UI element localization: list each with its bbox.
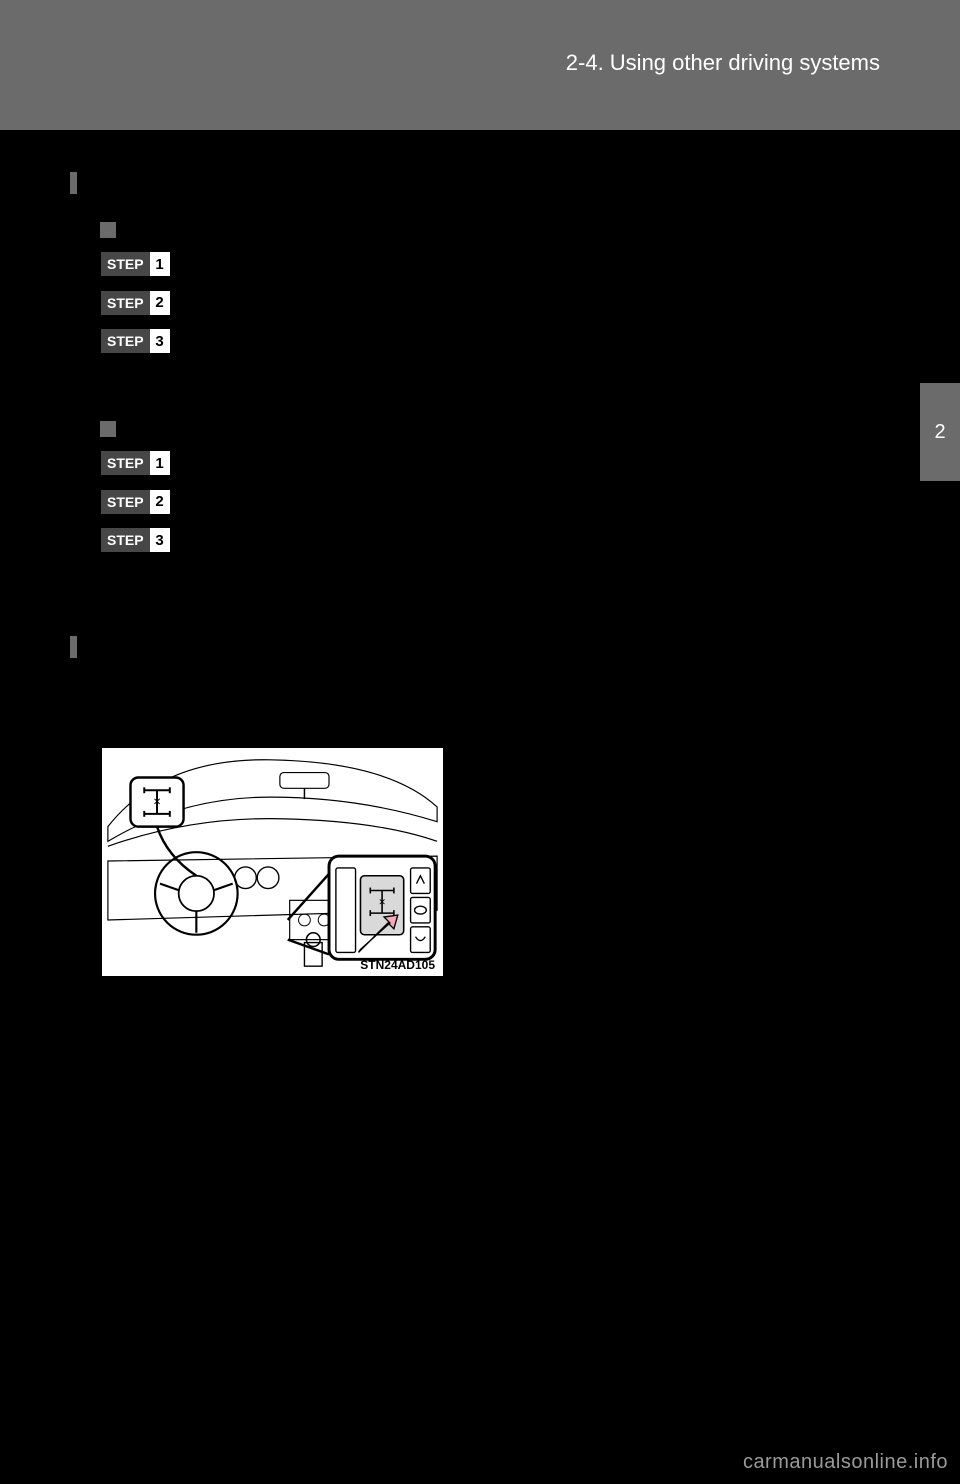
step-badge-icon: STEP1 <box>100 450 171 476</box>
step-label: STEP <box>101 329 150 353</box>
step-number: 3 <box>150 329 170 353</box>
subsection-b-text: Shifting from L4 to H4 <box>124 417 317 440</box>
step-row: STEP3 Push and turn the front-wheel driv… <box>100 527 900 556</box>
step-text: Stop the vehicle. <box>183 450 323 479</box>
step-badge-icon: STEP3 <box>100 328 171 354</box>
step-text: Shift the shift lever to N. <box>183 290 385 319</box>
section-title-2-text: Center differential lock system <box>85 634 405 660</box>
step-row: STEP2 Shift the shift lever to N. <box>100 290 900 319</box>
step-text: Stop the vehicle. <box>183 251 323 280</box>
page-content: Shifting between H4 and L4 Shifting from… <box>70 170 900 660</box>
step-badge-icon: STEP3 <box>100 527 171 553</box>
step-text: Shift the shift lever to N. <box>183 489 385 518</box>
step-text: Push and turn the front-wheel drive cont… <box>183 527 793 556</box>
watermark-text: carmanualsonline.info <box>743 1451 948 1474</box>
step-number: 1 <box>150 252 170 276</box>
section-title-1-text: Shifting between H4 and L4 <box>85 170 372 196</box>
chapter-tab: 2 <box>920 383 960 481</box>
svg-text:✕: ✕ <box>153 797 161 808</box>
step-label: STEP <box>101 451 150 475</box>
step-label: STEP <box>101 528 150 552</box>
dashboard-illustration: ✕ ✕ STN24AD105 <box>100 746 445 978</box>
step-badge-icon: STEP2 <box>100 489 171 515</box>
step-badge-icon: STEP2 <box>100 290 171 316</box>
step-number: 2 <box>150 490 170 514</box>
chapter-number: 2 <box>934 421 945 444</box>
step-text: Push and turn the front-wheel drive cont… <box>183 328 730 357</box>
step-number: 1 <box>150 451 170 475</box>
step-row: STEP3 Push and turn the front-wheel driv… <box>100 328 900 357</box>
step-row: STEP1 Stop the vehicle. <box>100 251 900 280</box>
subsection-h4-to-l4: Shifting from H4 to L4 <box>100 218 900 241</box>
step-label: STEP <box>101 252 150 276</box>
header-section-title: 2-4. Using other driving systems <box>566 50 880 75</box>
section-marker-icon <box>70 636 77 658</box>
subsection-l4-to-h4: Shifting from L4 to H4 <box>100 417 900 440</box>
section-title-2: Center differential lock system <box>70 634 900 660</box>
step-label: STEP <box>101 291 150 315</box>
page-header: 2-4. Using other driving systems <box>0 0 960 130</box>
note-text: Maintain this condition until the low sp… <box>100 566 900 595</box>
step-badge-icon: STEP1 <box>100 251 171 277</box>
subsection-marker-icon <box>100 421 116 437</box>
dashboard-svg-icon: ✕ ✕ <box>102 748 443 976</box>
subsection-a-text: Shifting from H4 to L4 <box>124 218 317 241</box>
step-label: STEP <box>101 490 150 514</box>
illustration-code: STN24AD105 <box>360 958 435 972</box>
subsection-marker-icon <box>100 222 116 238</box>
note-text: Maintain this condition until the low sp… <box>100 367 900 396</box>
section-title-1: Shifting between H4 and L4 <box>70 170 900 196</box>
step-number: 3 <box>150 528 170 552</box>
section-marker-icon <box>70 172 77 194</box>
step-row: STEP1 Stop the vehicle. <box>100 450 900 479</box>
svg-text:✕: ✕ <box>378 897 385 907</box>
illustration-caption: Use the center differential lock system … <box>460 746 880 837</box>
step-number: 2 <box>150 291 170 315</box>
step-row: STEP2 Shift the shift lever to N. <box>100 489 900 518</box>
